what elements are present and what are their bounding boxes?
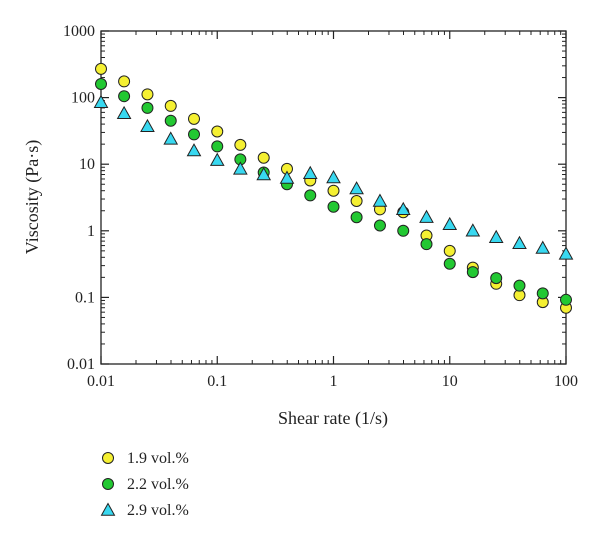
- data-point: [558, 246, 574, 260]
- data-point: [163, 131, 179, 145]
- data-point: [443, 244, 456, 257]
- y-tick-label: 100: [71, 90, 95, 107]
- data-point: [256, 166, 272, 181]
- data-point: [395, 201, 411, 216]
- x-tick-label: 0.01: [87, 373, 115, 390]
- data-point: [141, 101, 154, 114]
- x-tick-label: 10: [442, 373, 458, 390]
- legend-label: 2.9 vol.%: [127, 502, 189, 519]
- data-point: [118, 90, 131, 103]
- x-tick-label: 100: [554, 373, 578, 390]
- data-point: [536, 287, 549, 300]
- data-point: [211, 140, 224, 153]
- data-point: [512, 235, 527, 249]
- data-point: [140, 118, 155, 133]
- data-point: [326, 170, 341, 184]
- data-point: [327, 200, 340, 213]
- x-tick-label: 0.1: [207, 373, 227, 390]
- data-point: [490, 272, 503, 285]
- legend-label: 1.9 vol.%: [127, 450, 189, 467]
- data-point: [95, 62, 107, 75]
- axis-ticks: [100, 30, 567, 365]
- data-point: [304, 189, 317, 202]
- data-point: [442, 216, 458, 231]
- data-point: [350, 211, 363, 224]
- data-point: [535, 240, 551, 254]
- data-point: [232, 161, 248, 175]
- data-markers: [93, 62, 574, 314]
- data-point: [186, 143, 202, 157]
- data-point: [327, 184, 340, 197]
- data-point: [279, 170, 295, 184]
- data-point: [116, 105, 132, 120]
- legend-label: 2.2 vol.%: [127, 476, 189, 493]
- y-tick-label: 1: [87, 223, 95, 240]
- data-point: [164, 99, 177, 112]
- data-point: [188, 128, 201, 141]
- x-tick-label: 1: [330, 373, 338, 390]
- data-point: [257, 151, 270, 164]
- y-tick-label: 0.1: [75, 289, 95, 306]
- data-point: [302, 165, 318, 180]
- data-point: [350, 195, 363, 208]
- legend-marker: [102, 478, 114, 490]
- data-point: [397, 224, 410, 237]
- y-tick-label: 0.01: [67, 356, 95, 373]
- data-point: [349, 181, 364, 195]
- data-point: [465, 223, 481, 237]
- y-tick-label: 10: [79, 156, 95, 173]
- data-point: [118, 75, 131, 88]
- legend-marker: [102, 452, 114, 464]
- data-point: [373, 219, 386, 232]
- legend: 1.9 vol.% 2.2 vol.% 2.9 vol.%: [100, 450, 189, 519]
- y-axis-label: Viscosity (Pa·s): [22, 140, 43, 254]
- data-point: [560, 293, 572, 306]
- data-point: [209, 152, 225, 166]
- y-tick-label: 1000: [63, 23, 95, 40]
- data-point: [488, 229, 504, 243]
- data-point: [513, 279, 526, 292]
- tick-labels: 0.01 0.1 1 10 100 0.01 0.1 1 10 100 1000: [63, 23, 578, 390]
- data-point: [141, 88, 154, 101]
- data-point: [420, 238, 433, 251]
- data-point: [164, 114, 177, 127]
- data-point: [419, 209, 434, 223]
- data-point: [211, 125, 224, 138]
- data-point: [372, 193, 388, 207]
- data-point: [95, 78, 107, 91]
- legend-marker: [100, 502, 116, 516]
- data-point: [466, 266, 479, 279]
- x-axis-label: Shear rate (1/s): [278, 408, 388, 429]
- data-point: [93, 94, 109, 109]
- data-point: [234, 138, 247, 151]
- data-point: [188, 112, 201, 125]
- data-point: [443, 257, 456, 270]
- plot-frame: [100, 30, 567, 365]
